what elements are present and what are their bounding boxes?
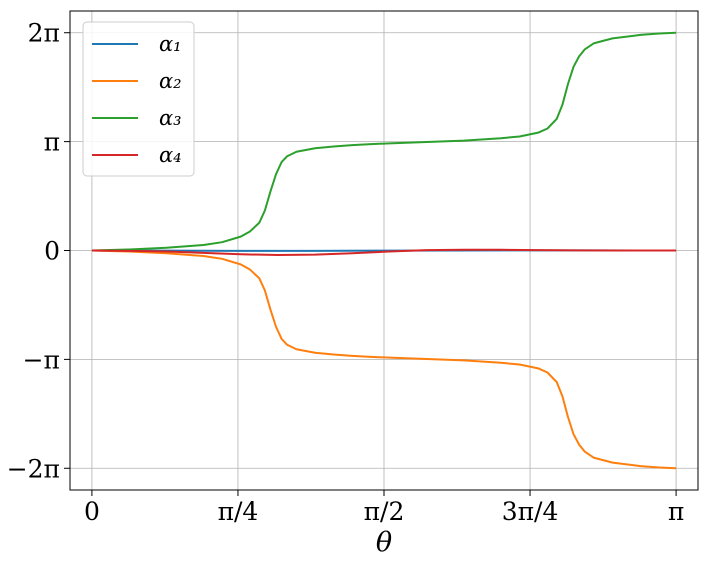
y-tick-label: 2π [28,19,60,48]
legend-label: α₁ [159,32,182,56]
series-line-3 [91,31,677,252]
legend-label: α₃ [159,106,182,130]
legend-label: α₂ [159,69,182,93]
legend-label: α₄ [159,143,182,167]
y-axis: 2π π 0 −π −2π [7,19,70,483]
series-line-2 [91,249,677,470]
x-tick-label: π/2 [364,497,405,526]
x-tick-label: 3π/4 [502,497,559,526]
x-tick-label: 0 [84,497,100,526]
x-axis: 0 π/4 π/2 3π/4 π [84,490,684,526]
legend-box [82,21,195,177]
x-tick-label: π [668,497,684,526]
y-tick-label: 0 [44,237,60,266]
series-layer [91,31,677,470]
x-axis-label: θ [376,527,392,558]
x-tick-label: π/4 [218,497,259,526]
y-tick-label: π [44,128,60,157]
series-line-4 [91,248,677,257]
y-tick-label: −2π [7,454,60,483]
legend: α₁ α₂ α₃ α₄ [82,21,195,177]
y-tick-label: −π [23,345,60,374]
